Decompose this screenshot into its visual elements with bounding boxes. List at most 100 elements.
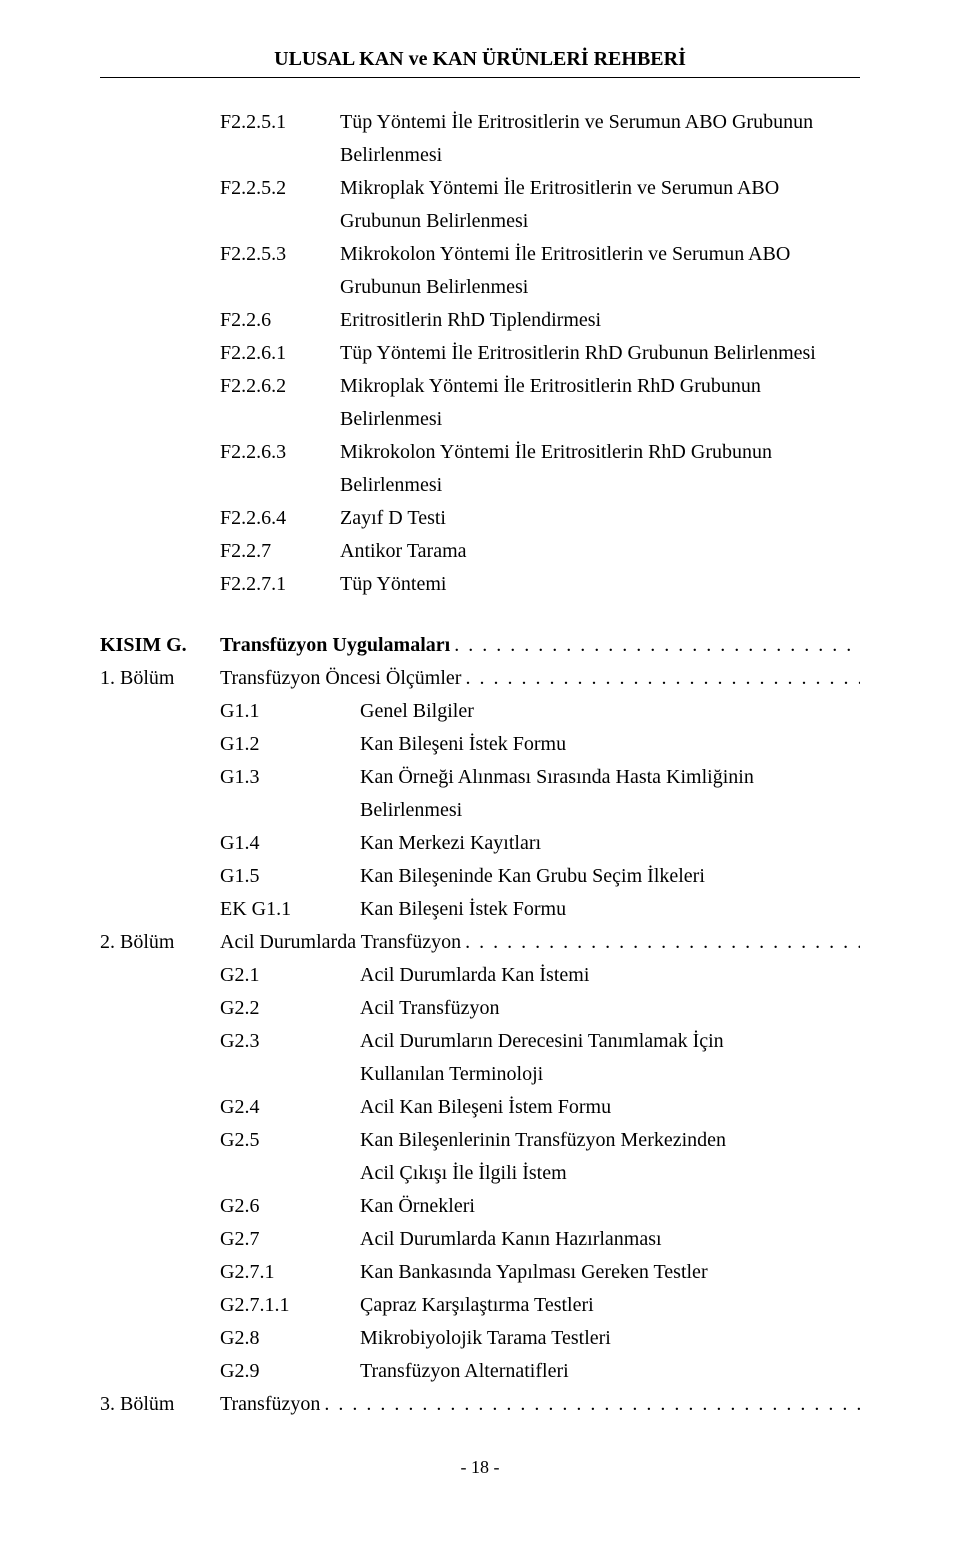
section-items: G2.1Acil Durumlarda Kan İstemiG2.2Acil T…	[220, 959, 860, 1388]
toc-entry: F2.2.7.1Tüp Yöntemi	[220, 568, 860, 601]
toc-text-cont: Belirlenmesi	[360, 794, 860, 827]
toc-text: Çapraz Karşılaştırma Testleri	[360, 1289, 860, 1322]
toc-text: Kan Bileşeni İstek Formu	[360, 893, 860, 926]
toc-text: Kan Bileşenlerinin Transfüzyon Merkezind…	[360, 1124, 860, 1157]
toc-text: Kan Örneği Alınması Sırasında Hasta Kiml…	[360, 761, 860, 794]
section-title: Transfüzyon Öncesi Ölçümler	[220, 662, 461, 695]
toc-entry: F2.2.6.3Mikrokolon Yöntemi İle Eritrosit…	[220, 436, 860, 469]
toc-entry: G2.6Kan Örnekleri	[220, 1190, 860, 1223]
toc-text: Kan Bileşeni İstek Formu	[360, 728, 860, 761]
toc-entry: F2.2.5.2Mikroplak Yöntemi İle Eritrositl…	[220, 172, 860, 205]
toc-text: Antikor Tarama	[340, 535, 860, 568]
toc-code: F2.2.5.2	[220, 172, 340, 205]
toc-entry: F2.2.6Eritrositlerin RhD Tiplendirmesi	[220, 304, 860, 337]
toc-sections: KISIM G.Transfüzyon Uygulamaları 2891. B…	[100, 629, 860, 1421]
toc-text: Kan Merkezi Kayıtları	[360, 827, 860, 860]
toc-entry: Grubunun Belirlenmesi	[220, 271, 860, 304]
toc-text-cont: Belirlenmesi	[340, 403, 860, 436]
toc-entry: Kullanılan Terminoloji	[220, 1058, 860, 1091]
toc-code: F2.2.6.1	[220, 337, 340, 370]
toc-entry: Belirlenmesi	[220, 469, 860, 502]
leader-dots	[320, 1388, 860, 1421]
toc-entry: G1.4Kan Merkezi Kayıtları	[220, 827, 860, 860]
toc-entry: F2.2.6.2Mikroplak Yöntemi İle Eritrositl…	[220, 370, 860, 403]
toc-code: F2.2.6.4	[220, 502, 340, 535]
section-leader: Transfüzyon Uygulamaları 289	[220, 629, 860, 662]
toc-entry: G2.8Mikrobiyolojik Tarama Testleri	[220, 1322, 860, 1355]
toc-text: Kan Örnekleri	[360, 1190, 860, 1223]
toc-entry: G2.2Acil Transfüzyon	[220, 992, 860, 1025]
toc-entry: G1.3Kan Örneği Alınması Sırasında Hasta …	[220, 761, 860, 794]
toc-entry: EK G1.1Kan Bileşeni İstek Formu	[220, 893, 860, 926]
toc-entry: G1.5Kan Bileşeninde Kan Grubu Seçim İlke…	[220, 860, 860, 893]
section-label: 1. Bölüm	[100, 662, 220, 695]
toc-code: G1.4	[220, 827, 360, 860]
leader-dots	[450, 629, 860, 662]
toc-entry: G2.5Kan Bileşenlerinin Transfüzyon Merke…	[220, 1124, 860, 1157]
toc-code: G1.2	[220, 728, 360, 761]
toc-code: G2.6	[220, 1190, 360, 1223]
toc-block-f: F2.2.5.1Tüp Yöntemi İle Eritrositlerin v…	[220, 106, 860, 601]
toc-entry: G2.7Acil Durumlarda Kanın Hazırlanması	[220, 1223, 860, 1256]
toc-entry: G2.7.1.1Çapraz Karşılaştırma Testleri	[220, 1289, 860, 1322]
section-title: Transfüzyon Uygulamaları	[220, 629, 450, 662]
header-rule	[100, 77, 860, 78]
toc-entry: G2.9Transfüzyon Alternatifleri	[220, 1355, 860, 1388]
section-leader: Acil Durumlarda Transfüzyon 297	[220, 926, 860, 959]
toc-entry: F2.2.5.3Mikrokolon Yöntemi İle Eritrosit…	[220, 238, 860, 271]
toc-text: Acil Durumlarda Kanın Hazırlanması	[360, 1223, 860, 1256]
toc-entry: F2.2.6.4Zayıf D Testi	[220, 502, 860, 535]
toc-text-cont: Acil Çıkışı İle İlgili İstem	[360, 1157, 860, 1190]
toc-code: F2.2.5.1	[220, 106, 340, 139]
document-header: ULUSAL KAN ve KAN ÜRÜNLERİ REHBERİ	[100, 48, 860, 71]
toc-text-cont: Kullanılan Terminoloji	[360, 1058, 860, 1091]
section-leader: Transfüzyon 302	[220, 1388, 860, 1421]
page: ULUSAL KAN ve KAN ÜRÜNLERİ REHBERİ F2.2.…	[0, 0, 960, 1518]
toc-entry: G2.4Acil Kan Bileşeni İstem Formu	[220, 1091, 860, 1124]
section-heading-row: 2. BölümAcil Durumlarda Transfüzyon 297	[100, 926, 860, 959]
section-spacer	[100, 601, 860, 629]
toc-text: Mikroplak Yöntemi İle Eritrositlerin ve …	[340, 172, 860, 205]
toc-entry: Belirlenmesi	[220, 403, 860, 436]
toc-text: Transfüzyon Alternatifleri	[360, 1355, 860, 1388]
toc-text: Kan Bankasında Yapılması Gereken Testler	[360, 1256, 860, 1289]
section-items: G1.1Genel BilgilerG1.2Kan Bileşeni İstek…	[220, 695, 860, 926]
toc-code: G1.3	[220, 761, 360, 794]
toc-code: G2.9	[220, 1355, 360, 1388]
toc-text: Mikrobiyolojik Tarama Testleri	[360, 1322, 860, 1355]
toc-code: F2.2.6.2	[220, 370, 340, 403]
toc-entry: F2.2.5.1Tüp Yöntemi İle Eritrositlerin v…	[220, 106, 860, 139]
toc-text: Eritrositlerin RhD Tiplendirmesi	[340, 304, 860, 337]
toc-text: Mikrokolon Yöntemi İle Eritrositlerin Rh…	[340, 436, 860, 469]
toc-code: F2.2.7.1	[220, 568, 340, 601]
toc-code: G1.5	[220, 860, 360, 893]
toc-text: Acil Kan Bileşeni İstem Formu	[360, 1091, 860, 1124]
toc-text: Tüp Yöntemi İle Eritrositlerin RhD Grubu…	[340, 337, 860, 370]
toc-entry: Acil Çıkışı İle İlgili İstem	[220, 1157, 860, 1190]
toc-code: G2.1	[220, 959, 360, 992]
toc-code: G2.7.1.1	[220, 1289, 360, 1322]
toc-text: Zayıf D Testi	[340, 502, 860, 535]
toc-code: G1.1	[220, 695, 360, 728]
toc-entry: G2.1Acil Durumlarda Kan İstemi	[220, 959, 860, 992]
toc-text: Acil Durumlarda Kan İstemi	[360, 959, 860, 992]
toc-entry: Grubunun Belirlenmesi	[220, 205, 860, 238]
toc-entry: F2.2.7Antikor Tarama	[220, 535, 860, 568]
toc-code: F2.2.5.3	[220, 238, 340, 271]
toc-text: Mikrokolon Yöntemi İle Eritrositlerin ve…	[340, 238, 860, 271]
toc-code: F2.2.7	[220, 535, 340, 568]
toc-code: G2.2	[220, 992, 360, 1025]
toc-code: G2.4	[220, 1091, 360, 1124]
toc-code: G2.8	[220, 1322, 360, 1355]
toc-code: F2.2.6	[220, 304, 340, 337]
toc-code: G2.7	[220, 1223, 360, 1256]
section-label: 3. Bölüm	[100, 1388, 220, 1421]
toc-text: Kan Bileşeninde Kan Grubu Seçim İlkeleri	[360, 860, 860, 893]
toc-code: G2.7.1	[220, 1256, 360, 1289]
toc-entry: Belirlenmesi	[220, 794, 860, 827]
toc-code: G2.5	[220, 1124, 360, 1157]
toc-body: F2.2.5.1Tüp Yöntemi İle Eritrositlerin v…	[100, 106, 860, 1421]
toc-code: G2.3	[220, 1025, 360, 1058]
toc-entry: G2.3Acil Durumların Derecesini Tanımlama…	[220, 1025, 860, 1058]
section-heading-row: 1. BölümTransfüzyon Öncesi Ölçümler 291	[100, 662, 860, 695]
